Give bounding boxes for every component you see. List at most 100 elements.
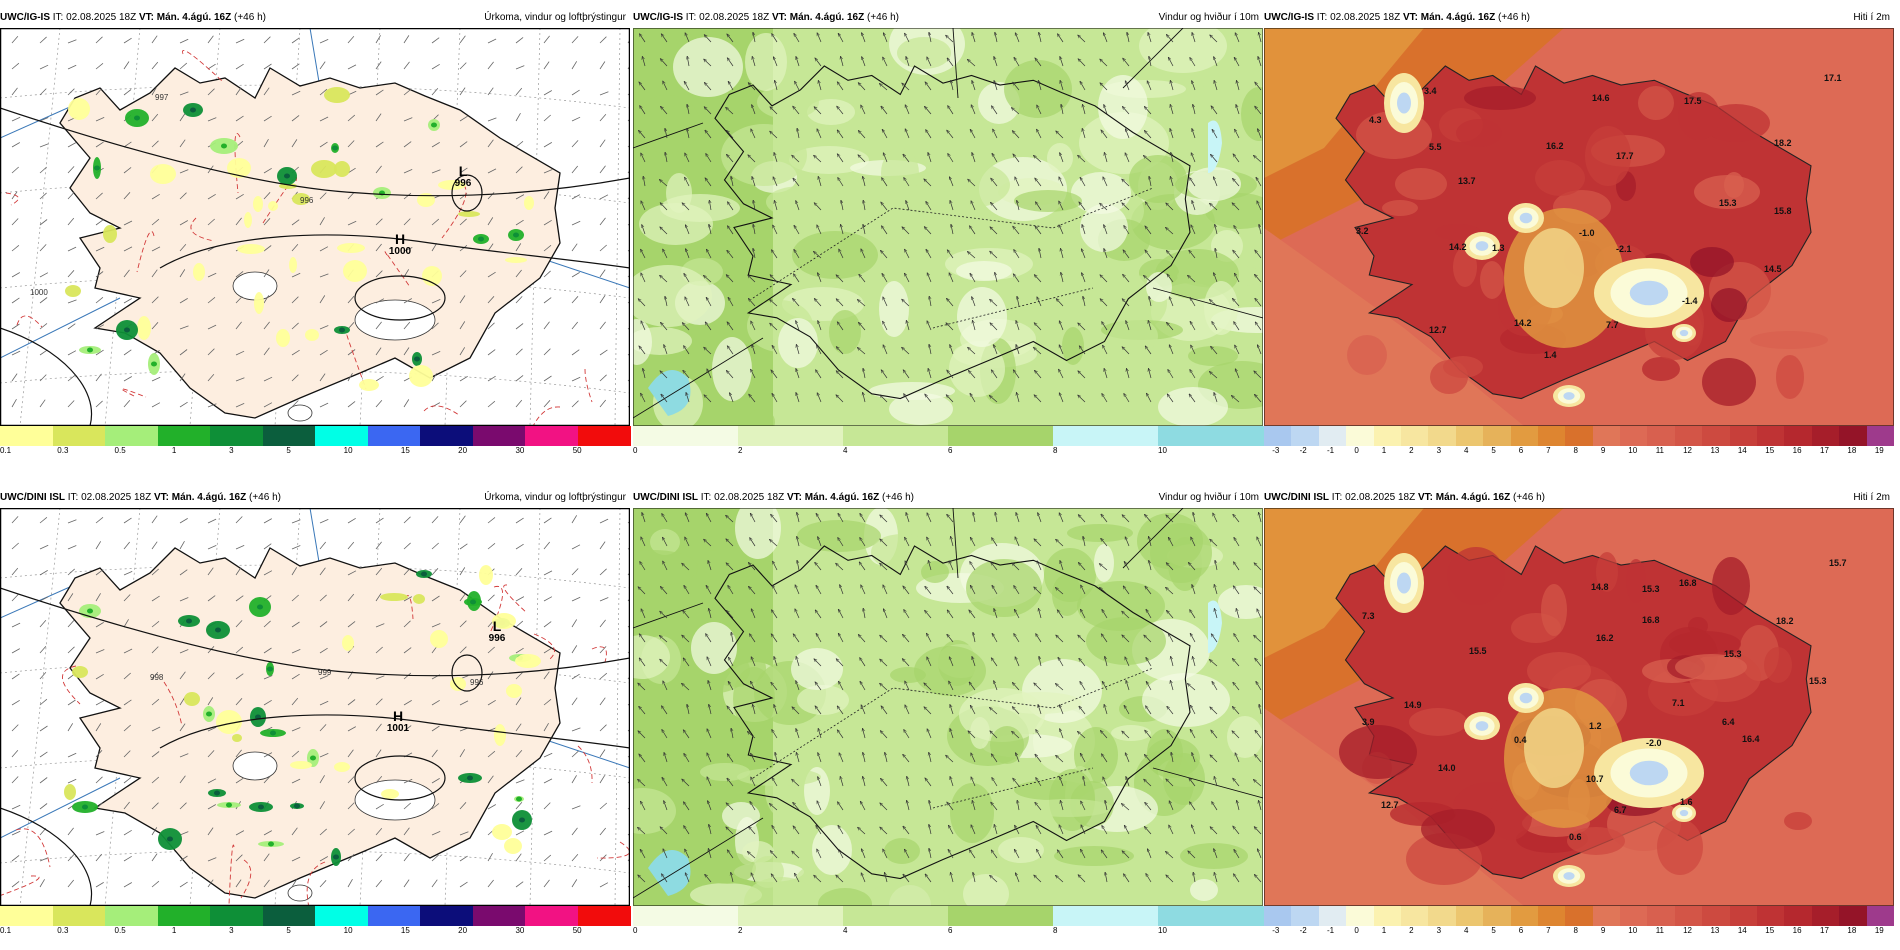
- panel-header: UWC/DINI ISL IT: 02.08.2025 18Z VT: Mán.…: [0, 490, 630, 506]
- colorbar-swatch: [1510, 426, 1539, 446]
- colorbar-swatch: [157, 906, 211, 926]
- panel-header: UWC/IG-IS IT: 02.08.2025 18Z VT: Mán. 4.…: [0, 10, 630, 26]
- colorbar-tick-label: -1: [1327, 446, 1335, 455]
- product-name: Úrkoma, vindur og loftþrýstingur: [484, 12, 626, 23]
- colorbar-tick-label: 6: [948, 446, 953, 455]
- isobar-label: 996: [470, 678, 484, 687]
- map-canvas[interactable]: [0, 508, 630, 906]
- colorbar-tick-label: 3: [229, 446, 234, 455]
- colorbar-legend: -3 -2 -1 0 1 2 3 4 5 6 7 8 9 10 11 12 13 14 15 16 17 18 19: [1264, 426, 1895, 455]
- colorbar-tick-label: 0: [1354, 446, 1359, 455]
- colorbar-swatch: [1729, 426, 1758, 446]
- temperature-point-label: 14.5: [1764, 264, 1782, 274]
- temperature-point-label: 15.8: [1774, 206, 1792, 216]
- temperature-point-label: 16.8: [1642, 615, 1660, 625]
- temperature-point-label: 15.3: [1642, 584, 1660, 594]
- model-name: UWC/DINI ISL: [1264, 492, 1329, 503]
- colorbar-swatch: [1537, 426, 1566, 446]
- pressure-center-letter: L: [458, 163, 468, 179]
- colorbar-swatch: [1729, 906, 1758, 926]
- colorbar-swatch: [738, 426, 844, 446]
- model-name: UWC/DINI ISL: [0, 492, 65, 503]
- colorbar-tick-label: 17: [1820, 446, 1829, 455]
- panel-title: UWC/IG-IS IT: 02.08.2025 18Z VT: Mán. 4.…: [0, 10, 266, 26]
- map-area[interactable]: [633, 28, 1263, 426]
- colorbar-tick-label: 6: [1518, 926, 1524, 935]
- pressure-center-value: 996: [454, 178, 472, 189]
- colorbar-tick-label: 4: [843, 926, 848, 935]
- colorbar-tick-label: 2: [738, 926, 743, 935]
- temperature-point-label: 17.1: [1824, 73, 1842, 83]
- colorbar-swatch: [1620, 426, 1648, 446]
- valid-time: Mán. 4.ágú. 16Z: [789, 12, 865, 23]
- iceland-coastline: [714, 545, 1191, 880]
- high-pressure-center: H 1001: [384, 709, 412, 734]
- colorbar-tick-label: 18: [1847, 926, 1857, 935]
- pressure-center-value: 996: [488, 633, 506, 644]
- colorbar-swatch: [633, 426, 739, 446]
- colorbar-swatch: [52, 426, 106, 446]
- map-canvas[interactable]: [633, 508, 1263, 906]
- colorbar-tick-label: 30: [515, 446, 525, 455]
- colorbar-tick-label: 0.5: [114, 446, 126, 455]
- colorbar-tick-label: 9: [1600, 446, 1606, 455]
- colorbar-swatch: [843, 906, 949, 926]
- colorbar-tick-label: 16: [1792, 926, 1802, 935]
- temperature-point-label: 7.7: [1606, 320, 1619, 330]
- valid-label: VT:: [786, 492, 802, 503]
- temperature-point-label: 0.4: [1514, 735, 1527, 745]
- colorbar-tick-label: -3: [1272, 446, 1280, 455]
- precip-areas: [65, 87, 534, 391]
- product-name: Vindur og hviður í 10m: [1158, 492, 1259, 503]
- map-area[interactable]: L 996 H 1001 998 999 996: [0, 508, 630, 906]
- temperature-point-label: -2.0: [1646, 738, 1662, 748]
- colorbar-tick-label: 0.5: [114, 926, 126, 935]
- colorbar-swatch: [525, 426, 578, 446]
- iceland-coastline: [714, 65, 1191, 400]
- map-area[interactable]: [633, 508, 1263, 906]
- map-area[interactable]: 17.1 3.4 14.6 17.5 4.3 16.2 5.5 17.7 18.2 13.7 15.…: [1264, 28, 1894, 426]
- temperature-point-label: 7.1: [1672, 698, 1685, 708]
- colorbar-tick-label: 1: [1381, 446, 1387, 455]
- temperature-point-label: -2.1: [1616, 244, 1632, 254]
- colorbar-tick-label: 3: [1436, 446, 1442, 455]
- map-canvas[interactable]: [0, 28, 630, 426]
- colorbar-swatch: [1510, 906, 1539, 926]
- colorbar-swatch: [1291, 426, 1320, 446]
- map-area[interactable]: 15.7 16.8 14.8 15.3 7.3 16.8 18.2 16.2 15.5 15.3 1…: [1264, 508, 1894, 906]
- colorbar-swatch: [1784, 906, 1813, 926]
- colorbar-tick-label: 14: [1737, 446, 1747, 455]
- colorbar-swatch: [525, 906, 578, 926]
- panel-title: UWC/IG-IS IT: 02.08.2025 18Z VT: Mán. 4.…: [1264, 10, 1530, 26]
- colorbar-tick-label: 16: [1792, 446, 1802, 455]
- temperature-point-label: -1.0: [1579, 228, 1595, 238]
- colorbar-swatch: [1537, 906, 1566, 926]
- isobar-label: 999: [318, 668, 332, 677]
- map-panel-p3: UWC/IG-IS IT: 02.08.2025 18Z VT: Mán. 4.…: [1264, 10, 1895, 460]
- colorbar-swatch: [1400, 426, 1429, 446]
- colorbar-tick-label: 14: [1737, 926, 1747, 935]
- map-panel-p5: UWC/DINI ISL IT: 02.08.2025 18Z VT: Mán.…: [633, 490, 1264, 940]
- map-canvas[interactable]: [1264, 508, 1894, 906]
- colorbar-swatch: [577, 426, 631, 446]
- temperature-point-label: 17.7: [1616, 151, 1634, 161]
- colorbar-swatch: [1620, 906, 1648, 926]
- temperature-point-label: 14.0: [1438, 763, 1456, 773]
- map-canvas[interactable]: [1264, 28, 1894, 426]
- colorbar-tick-label: 0: [633, 926, 638, 935]
- map-canvas[interactable]: [633, 28, 1263, 426]
- map-area[interactable]: L 996 H 1000 997 996 1000: [0, 28, 630, 426]
- colorbar-tick-label: 12: [1683, 446, 1692, 455]
- colorbar-tick-label: 8: [1573, 926, 1578, 935]
- temperature-point-label: 16.8: [1679, 578, 1697, 588]
- map-panel-p6: UWC/DINI ISL IT: 02.08.2025 18Z VT: Mán.…: [1264, 490, 1895, 940]
- colorbar-swatch: [1674, 426, 1703, 446]
- colorbar-tick-label: 10: [1158, 926, 1167, 935]
- colorbar-tick-label: 10: [1158, 446, 1167, 455]
- colorbar-tick-label: 8: [1053, 446, 1058, 455]
- colorbar-swatch: [262, 426, 316, 446]
- valid-time: Mán. 4.ágú. 16Z: [156, 12, 232, 23]
- valid-label: VT:: [771, 12, 787, 23]
- glaciers: [1384, 553, 1704, 887]
- pressure-center-letter: H: [394, 231, 406, 247]
